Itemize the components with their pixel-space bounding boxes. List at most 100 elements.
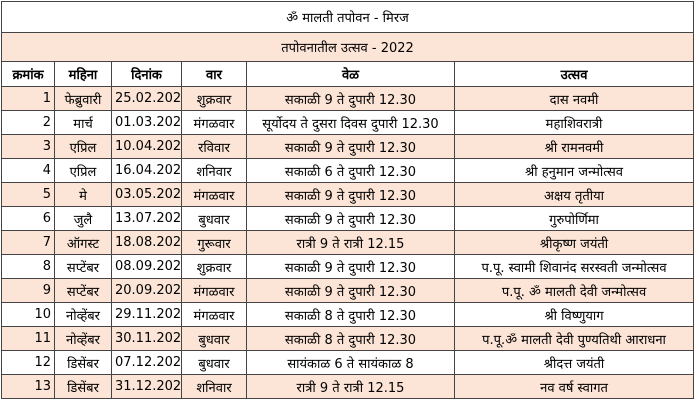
table-cell: सकाळी 9 ते दुपारी 12.30: [246, 182, 455, 207]
table-cell: शनिवार: [181, 374, 247, 399]
table-row: 2मार्च01.03.2022मंगळवारसूर्योदय ते दुसरा…: [1, 110, 695, 135]
table-cell: 6: [1, 206, 55, 231]
table-cell: 8: [1, 254, 55, 279]
table-cell: बुधवार: [181, 326, 247, 351]
festival-table: ॐ मालती तपोवन - मिरज तपोवनातील उत्सव - 2…: [0, 1, 695, 399]
table-cell: नोव्हेंबर: [54, 326, 112, 351]
table-cell: अक्षय तृतीया: [453, 182, 695, 207]
table-cell: महाशिवरात्री: [453, 110, 695, 135]
table-cell: रविवार: [181, 134, 247, 159]
column-header: क्रमांक: [1, 61, 55, 87]
table-cell: 2: [1, 110, 55, 135]
table-cell: मंगळवार: [181, 278, 247, 303]
table-cell: सूर्योदय ते दुसरा दिवस दुपारी 12.30: [246, 110, 455, 135]
table-cell: 08.09.2022: [111, 254, 182, 279]
table-cell: शुक्रवार: [181, 86, 247, 111]
table-cell: गुरुपोर्णिमा: [453, 206, 695, 231]
column-header: वेळ: [246, 61, 455, 87]
table-cell: 13.07.2022: [111, 206, 182, 231]
table-cell: बुधवार: [181, 206, 247, 231]
table-cell: 31.12.2022: [111, 374, 182, 399]
table-cell: सकाळी 8 ते दुपारी 12.30: [246, 302, 455, 327]
table-cell: सकाळी 9 ते दुपारी 12.30: [246, 254, 455, 279]
title: ॐ मालती तपोवन - मिरज: [0, 1, 695, 33]
table-cell: श्री रामनवमी: [453, 134, 695, 159]
table-cell: मंगळवार: [181, 302, 247, 327]
table-cell: नोव्हेंबर: [54, 302, 112, 327]
table-cell: मंगळवार: [181, 110, 247, 135]
table-cell: सप्टेंबर: [54, 278, 112, 303]
table-cell: 01.03.2022: [111, 110, 182, 135]
title-row: ॐ मालती तपोवन - मिरज: [0, 1, 695, 33]
table-cell: 25.02.2022: [111, 86, 182, 111]
subtitle: तपोवनातील उत्सव - 2022: [0, 32, 695, 62]
table-cell: शनिवार: [181, 158, 247, 183]
table-cell: 13: [1, 374, 55, 399]
table-cell: 29.11.2022: [111, 302, 182, 327]
table-cell: मार्च: [54, 110, 112, 135]
column-header: वार: [181, 61, 247, 87]
table-cell: 20.09.2022: [111, 278, 182, 303]
table-cell: 11: [1, 326, 55, 351]
table-cell: सायंकाळ 6 ते सायंकाळ 8: [246, 350, 455, 375]
table-cell: डिसेंबर: [54, 350, 112, 375]
table-cell: 1: [1, 86, 55, 111]
table-cell: सकाळी 9 ते दुपारी 12.30: [246, 134, 455, 159]
table-cell: 10: [1, 302, 55, 327]
table-cell: 03.05.2022: [111, 182, 182, 207]
table-row: 4एप्रिल16.04.2022शनिवारसकाळी 6 ते दुपारी…: [1, 158, 695, 183]
table-cell: 7: [1, 230, 55, 255]
table-cell: रात्री 9 ते रात्री 12.15: [246, 230, 455, 255]
column-header: उत्सव: [453, 61, 695, 87]
table-cell: नव वर्ष स्वागत: [453, 374, 695, 399]
table-cell: सकाळी 9 ते दुपारी 12.30: [246, 278, 455, 303]
table-cell: 10.04.2022: [111, 134, 182, 159]
table-cell: 5: [1, 182, 55, 207]
table-cell: मे: [54, 182, 112, 207]
table-cell: श्री हनुमान जन्मोत्सव: [453, 158, 695, 183]
column-header: दिनांक: [111, 61, 182, 87]
column-header: महिना: [54, 61, 112, 87]
table-cell: 07.12.2022: [111, 350, 182, 375]
table-cell: 12: [1, 350, 55, 375]
table-cell: प.पू. स्वामी शिवानंद सरस्वती जन्मोत्सव: [453, 254, 695, 279]
table-cell: श्री विष्णुयाग: [453, 302, 695, 327]
table-cell: ऑगस्ट: [54, 230, 112, 255]
table-cell: मंगळवार: [181, 182, 247, 207]
table-cell: एप्रिल: [54, 158, 112, 183]
table-cell: सप्टेंबर: [54, 254, 112, 279]
table-cell: प.पू.ॐ मालती देवी पुण्यतिथी आराधना: [453, 326, 695, 351]
table-cell: 9: [1, 278, 55, 303]
table-cell: दास नवमी: [453, 86, 695, 111]
table-cell: बुधवार: [181, 350, 247, 375]
table-row: 6जुलै13.07.2022बुधवारसकाळी 9 ते दुपारी 1…: [1, 206, 695, 231]
table-cell: सकाळी 9 ते दुपारी 12.30: [246, 86, 455, 111]
table-row: 1फेब्रुवारी25.02.2022शुक्रवारसकाळी 9 ते …: [1, 86, 695, 111]
header-row: क्रमांक महिना दिनांक वार वेळ उत्सव: [1, 61, 695, 87]
table-cell: 18.08.2022: [111, 230, 182, 255]
table-cell: 3: [1, 134, 55, 159]
table-cell: 16.04.2022: [111, 158, 182, 183]
table-cell: श्रीदत्त जयंती: [453, 350, 695, 375]
table-cell: सकाळी 9 ते दुपारी 12.30: [246, 206, 455, 231]
table-cell: 4: [1, 158, 55, 183]
table-row: 3एप्रिल10.04.2022रविवारसकाळी 9 ते दुपारी…: [1, 134, 695, 159]
table-cell: जुलै: [54, 206, 112, 231]
table-cell: फेब्रुवारी: [54, 86, 112, 111]
table-cell: सकाळी 8 ते दुपारी 12.30: [246, 326, 455, 351]
table-cell: डिसेंबर: [54, 374, 112, 399]
table-cell: गुरूवार: [181, 230, 247, 255]
table-cell: सकाळी 6 ते दुपारी 12.30: [246, 158, 455, 183]
table-cell: शुक्रवार: [181, 254, 247, 279]
table-cell: प.पू. ॐ मालती देवी जन्मोत्सव: [453, 278, 695, 303]
table-row: 5मे03.05.2022मंगळवारसकाळी 9 ते दुपारी 12…: [1, 182, 695, 207]
table-cell: एप्रिल: [54, 134, 112, 159]
